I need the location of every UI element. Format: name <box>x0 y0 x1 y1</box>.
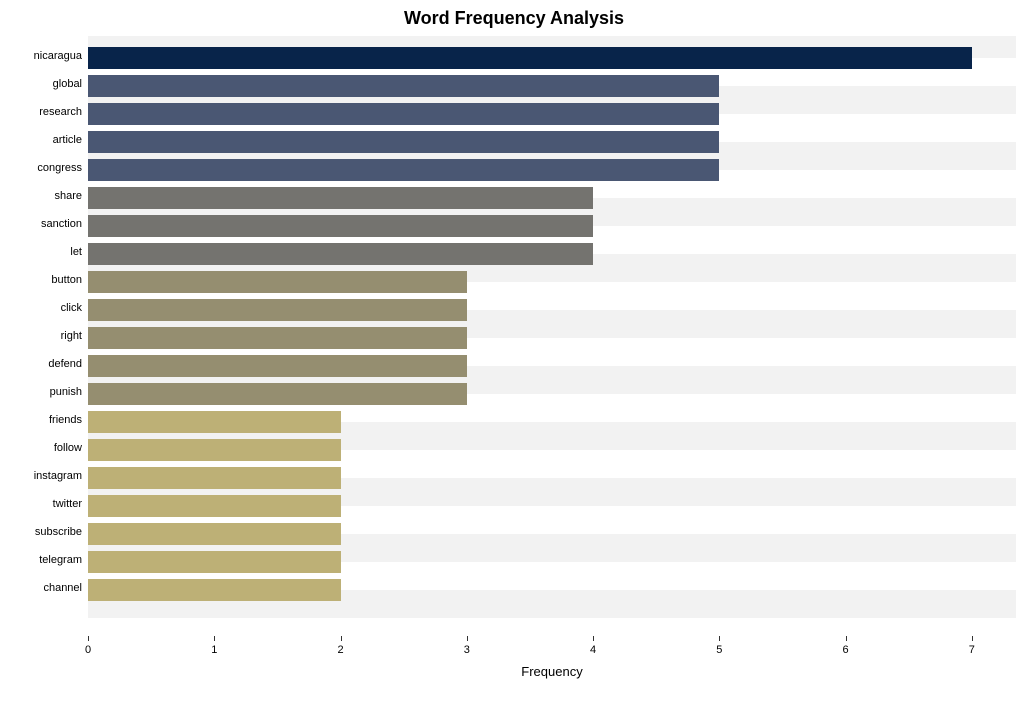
x-tick-label: 6 <box>842 644 848 656</box>
bar <box>88 467 341 489</box>
y-tick-label: instagram <box>0 470 82 482</box>
y-tick-label: global <box>0 78 82 90</box>
y-tick-label: right <box>0 330 82 342</box>
y-tick-label: click <box>0 302 82 314</box>
y-tick-label: telegram <box>0 554 82 566</box>
y-tick-label: punish <box>0 386 82 398</box>
x-tick <box>341 636 342 641</box>
x-tick-label: 7 <box>969 644 975 656</box>
y-tick-label: research <box>0 106 82 118</box>
x-tick <box>972 636 973 641</box>
x-tick <box>88 636 89 641</box>
bar <box>88 271 467 293</box>
x-tick-label: 1 <box>211 644 217 656</box>
bar <box>88 103 719 125</box>
bar <box>88 439 341 461</box>
bar <box>88 411 341 433</box>
x-axis-title: Frequency <box>88 664 1016 679</box>
bar <box>88 75 719 97</box>
word-frequency-chart: Word Frequency Analysis Frequency nicara… <box>0 0 1028 701</box>
bar <box>88 579 341 601</box>
y-tick-label: channel <box>0 582 82 594</box>
bar <box>88 299 467 321</box>
y-tick-label: button <box>0 274 82 286</box>
x-tick-label: 2 <box>337 644 343 656</box>
bar <box>88 551 341 573</box>
x-tick-label: 0 <box>85 644 91 656</box>
y-tick-label: subscribe <box>0 526 82 538</box>
chart-title: Word Frequency Analysis <box>0 8 1028 29</box>
bar <box>88 383 467 405</box>
y-tick-label: friends <box>0 414 82 426</box>
bar <box>88 495 341 517</box>
bar <box>88 159 719 181</box>
x-tick <box>467 636 468 641</box>
x-tick-label: 5 <box>716 644 722 656</box>
bar <box>88 47 972 69</box>
bar <box>88 215 593 237</box>
x-tick-label: 4 <box>590 644 596 656</box>
y-tick-label: defend <box>0 358 82 370</box>
y-tick-label: nicaragua <box>0 50 82 62</box>
x-tick <box>719 636 720 641</box>
bar <box>88 187 593 209</box>
y-tick-label: sanction <box>0 218 82 230</box>
y-tick-label: share <box>0 190 82 202</box>
x-tick-label: 3 <box>464 644 470 656</box>
bar <box>88 243 593 265</box>
y-tick-label: congress <box>0 162 82 174</box>
y-tick-label: article <box>0 134 82 146</box>
x-tick <box>214 636 215 641</box>
bar <box>88 355 467 377</box>
x-tick <box>593 636 594 641</box>
y-tick-label: follow <box>0 442 82 454</box>
bar <box>88 327 467 349</box>
bar <box>88 131 719 153</box>
bar <box>88 523 341 545</box>
y-tick-label: twitter <box>0 498 82 510</box>
plot-area <box>88 36 1016 636</box>
x-tick <box>846 636 847 641</box>
y-tick-label: let <box>0 246 82 258</box>
